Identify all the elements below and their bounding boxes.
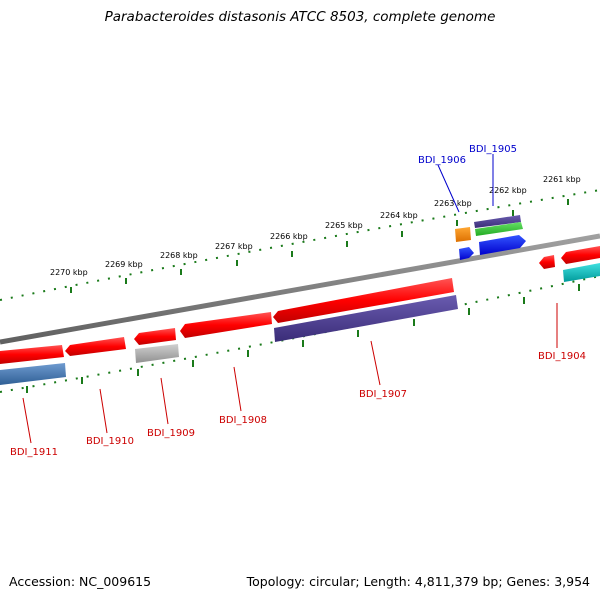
cds-arrow-bdi-1904: [539, 255, 555, 269]
gene-labels: BDI_1905 BDI_1906 BDI_1904 BDI_1907 BDI_…: [10, 144, 586, 458]
scale-labels: 2261 kbp 2262 kbp 2263 kbp 2264 kbp 2265…: [50, 175, 581, 277]
feature-green-bdi-1905: [475, 222, 523, 236]
scale-label-2266: 2266 kbp: [270, 232, 308, 241]
scale-label-2269: 2269 kbp: [105, 260, 143, 269]
page-title: Parabacteroides distasonis ATCC 8503, co…: [104, 9, 496, 25]
cds-arrow-bdi-1907: [273, 278, 454, 323]
feature-blue-large: [479, 235, 526, 255]
gene-label-bdi-1906[interactable]: BDI_1906: [418, 155, 466, 166]
scale-label-2268: 2268 kbp: [160, 251, 198, 260]
gene-label-bdi-1905[interactable]: BDI_1905: [469, 144, 517, 155]
cds-arrow-bdi-1909: [134, 328, 176, 345]
reverse-cds-features: [0, 246, 600, 364]
scale-label-2262: 2262 kbp: [489, 186, 527, 195]
scale-label-2265: 2265 kbp: [325, 221, 363, 230]
cds-arrow-bdi-1910: [65, 337, 126, 356]
scale-label-2263: 2263 kbp: [434, 199, 472, 208]
feature-blue-small: [459, 247, 474, 260]
upper-major-ticks: [70, 199, 569, 293]
gene-label-bdi-1909[interactable]: BDI_1909: [147, 428, 195, 439]
cds-arrow-bdi-1908: [180, 312, 272, 338]
lower-features: [0, 263, 600, 385]
genome-stats-text: Topology: circular; Length: 4,811,379 bp…: [246, 574, 590, 589]
feature-steel-bdi-1911: [0, 363, 66, 385]
cds-arrow-bdi-1911: [0, 345, 64, 364]
label-leaders: [22, 154, 558, 444]
cds-arrow-next: [561, 246, 600, 264]
feature-gray-bdi-1909: [135, 344, 179, 363]
scale-label-2264: 2264 kbp: [380, 211, 418, 220]
scale-label-2270: 2270 kbp: [50, 268, 88, 277]
gene-label-bdi-1907[interactable]: BDI_1907: [359, 389, 407, 400]
scale-label-2261: 2261 kbp: [543, 175, 581, 184]
gene-label-bdi-1904[interactable]: BDI_1904: [538, 351, 586, 362]
gene-label-bdi-1908[interactable]: BDI_1908: [219, 415, 267, 426]
lower-major-ticks: [26, 284, 580, 393]
gene-label-bdi-1910[interactable]: BDI_1910: [86, 436, 134, 447]
forward-features: [455, 215, 526, 260]
feature-cyan-bdi-1904: [563, 263, 600, 282]
scale-label-2267: 2267 kbp: [215, 242, 253, 251]
feature-purple-bdi-1905: [474, 215, 521, 228]
accession-text: Accession: NC_009615: [9, 574, 152, 589]
gene-label-bdi-1911[interactable]: BDI_1911: [10, 447, 58, 458]
feature-purple-bdi-1907: [274, 295, 458, 342]
genome-backbone: [0, 233, 600, 345]
feature-orange-bdi-1906: [455, 227, 471, 242]
